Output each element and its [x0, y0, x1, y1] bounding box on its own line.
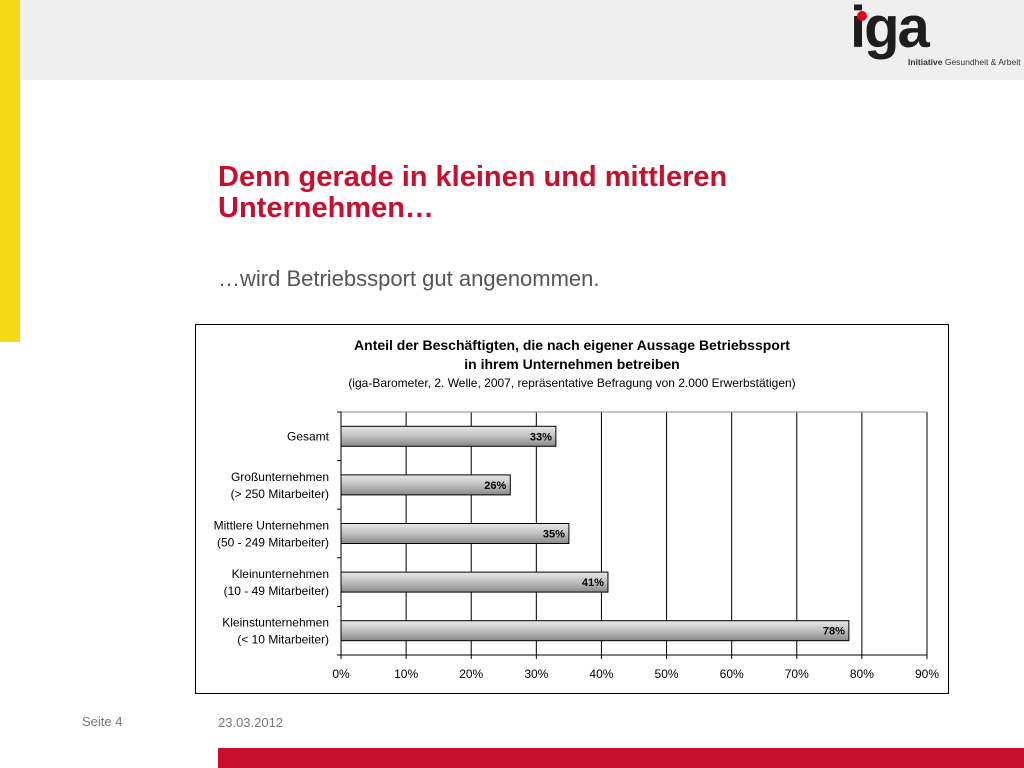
chart-title-line2: in ihrem Unternehmen betreiben: [464, 356, 680, 372]
bar: [340, 523, 570, 544]
x-tick-label: 10%: [394, 667, 418, 681]
slide-date: 23.03.2012: [218, 715, 284, 730]
x-tick-label: 90%: [915, 667, 939, 681]
category-label: Kleinstunternehmen: [222, 616, 329, 630]
slide-title: Denn gerade in kleinen und mittleren Unt…: [218, 161, 728, 224]
page-number: Seite 4: [82, 714, 123, 729]
x-tick-label: 70%: [785, 667, 809, 681]
bar-chart: 0% 10% 20% 30% 40% 50% 60% 70% 80% 90% 33% Gesamt 26…: [214, 411, 939, 681]
x-tick-label: 60%: [720, 667, 744, 681]
category-label: (> 250 Mitarbeiter): [231, 487, 329, 501]
logo-dot: [857, 11, 867, 21]
x-tick-label: 30%: [524, 667, 548, 681]
chart-title-line1: Anteil der Beschäftigten, die nach eigen…: [354, 337, 790, 353]
header-band: [20, 0, 1024, 80]
logo-wordmark: iga: [850, 0, 930, 60]
x-tick-label: 20%: [459, 667, 483, 681]
accent-stripe: [0, 0, 20, 342]
bar: [340, 425, 557, 447]
x-tick-label: 40%: [589, 667, 613, 681]
data-label: 78%: [823, 626, 845, 638]
slide-subtitle: …wird Betriebssport gut angenommen.: [218, 266, 600, 291]
x-tick-label: 50%: [655, 667, 679, 681]
logo-tagline: Initiative Gesundheit & Arbeit: [908, 57, 1021, 67]
bar: [340, 620, 850, 642]
data-label: 35%: [543, 529, 565, 541]
data-label: 41%: [582, 577, 604, 589]
x-tick-label: 0%: [332, 667, 350, 681]
bar: [340, 474, 511, 496]
bar: [340, 571, 609, 593]
category-label: Großunternehmen: [231, 470, 329, 484]
chart-subtitle: (iga-Barometer, 2. Welle, 2007, repräsen…: [348, 376, 796, 390]
data-label: 26%: [484, 480, 506, 492]
category-label: Mittlere Unternehmen: [214, 519, 329, 533]
category-label: Kleinunternehmen: [232, 567, 329, 581]
category-label: (< 10 Mitarbeiter): [237, 633, 329, 647]
footer-bar: [218, 748, 1024, 768]
data-label: 33%: [530, 431, 552, 443]
x-tick-label: 80%: [850, 667, 874, 681]
category-label: (10 - 49 Mitarbeiter): [224, 584, 329, 598]
chart-frame: Anteil der Beschäftigten, die nach eigen…: [195, 324, 949, 694]
category-label: (50 - 249 Mitarbeiter): [217, 536, 329, 550]
iga-logo: iga Initiative Gesundheit & Arbeit: [850, 0, 1021, 72]
category-label: Gesamt: [287, 429, 330, 443]
